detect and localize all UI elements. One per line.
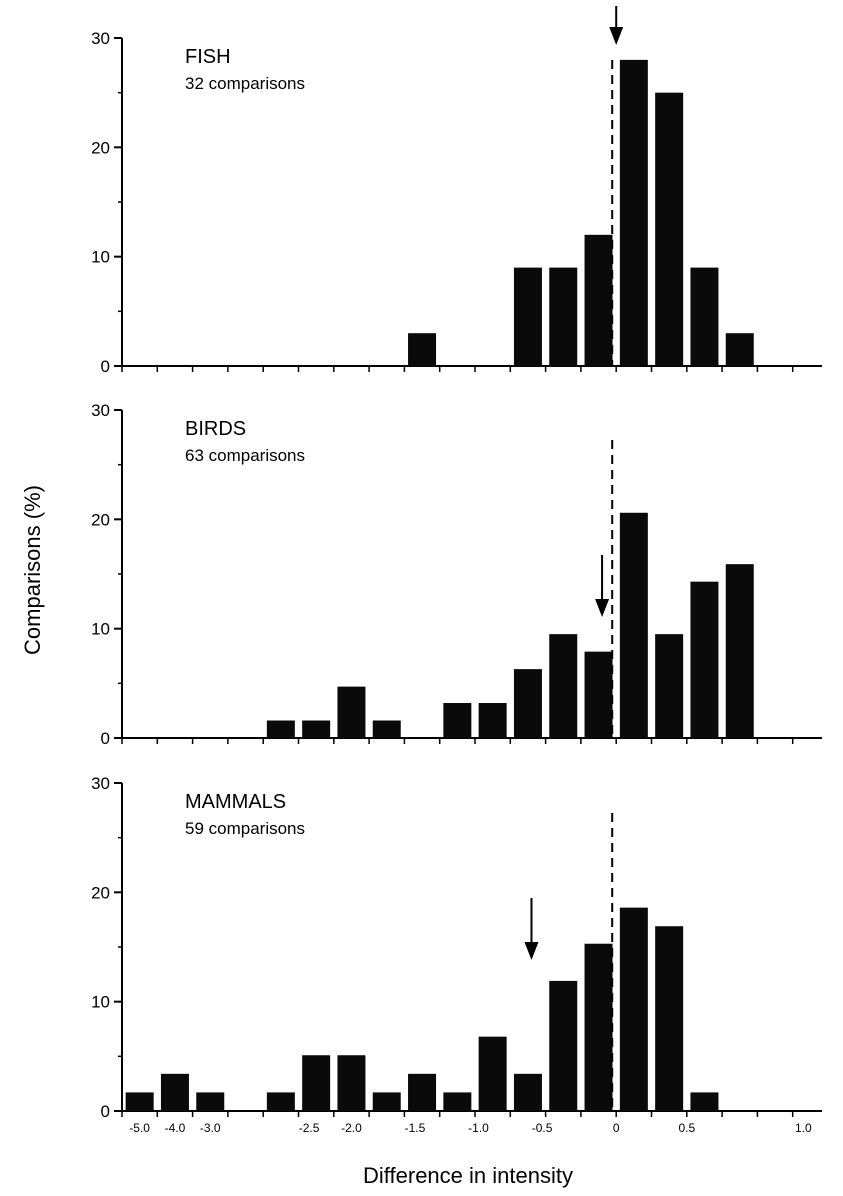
bar (584, 234, 613, 366)
bar (372, 720, 401, 738)
bar (584, 943, 613, 1111)
bar (266, 720, 295, 738)
bar (266, 1092, 295, 1111)
panels: 0 10 20 30 FISH 32 comparisons 0 10 20 30 BIRDS 63 … (91, 6, 822, 1121)
x-tick-label: -2.0 (341, 1121, 362, 1135)
bar (478, 1036, 507, 1111)
y-tick-label: 30 (91, 29, 110, 48)
bar (408, 333, 437, 366)
y-tick-label: 0 (101, 1102, 110, 1121)
bar (302, 720, 331, 738)
bar (513, 669, 542, 738)
y-tick-label: 10 (91, 620, 110, 639)
bar (443, 703, 472, 738)
y-tick-label: 30 (91, 401, 110, 420)
x-tick-label: -3.0 (200, 1121, 221, 1135)
bar (125, 1092, 154, 1111)
x-tick-label: 0 (613, 1121, 620, 1135)
x-axis-label: Difference in intensity (363, 1163, 573, 1188)
panel-title: BIRDS (185, 418, 246, 440)
x-tick-label: 1.0 (795, 1121, 812, 1135)
bar (690, 581, 719, 738)
panel-title: MAMMALS (185, 791, 286, 813)
x-tick-label: -2.5 (299, 1121, 320, 1135)
y-tick-label: 20 (91, 138, 110, 157)
panel-title: FISH (185, 46, 231, 68)
x-tick-label: -4.0 (165, 1121, 186, 1135)
bar (443, 1092, 472, 1111)
mean-arrow-icon (524, 942, 539, 960)
y-tick-label: 30 (91, 774, 110, 793)
panel-subtitle: 59 comparisons (185, 819, 305, 838)
bar (549, 267, 578, 366)
y-tick-label: 20 (91, 883, 110, 902)
mean-arrow-icon (595, 599, 610, 617)
y-tick-label: 0 (101, 357, 110, 376)
bar (337, 1055, 366, 1111)
bar (655, 926, 684, 1111)
x-tick-label: -1.0 (468, 1121, 489, 1135)
bar (196, 1092, 225, 1111)
bar (478, 703, 507, 738)
x-tick-label: 0.5 (678, 1121, 695, 1135)
bar (619, 512, 648, 738)
bar (725, 564, 754, 738)
x-tick-label: -5.0 (129, 1121, 150, 1135)
y-tick-label: 0 (101, 729, 110, 748)
y-tick-label: 20 (91, 510, 110, 529)
bar (337, 686, 366, 738)
bar (513, 1073, 542, 1111)
bar (372, 1092, 401, 1111)
bar (655, 634, 684, 738)
panel-fish: 0 10 20 30 FISH 32 comparisons (91, 6, 822, 376)
y-axis-label: Comparisons (%) (20, 485, 45, 655)
panel-birds: 0 10 20 30 BIRDS 63 comparisons (91, 401, 822, 748)
x-tick-label: -1.5 (405, 1121, 426, 1135)
bar (690, 267, 719, 366)
bar (619, 59, 648, 366)
bar (619, 907, 648, 1111)
bar (513, 267, 542, 366)
bar (302, 1055, 331, 1111)
bar (549, 634, 578, 738)
bar (690, 1092, 719, 1111)
x-tick-labels: -5.0 -4.0 -3.0 -2.5 -2.0 -1.5 -1.0 -0.5 0 0.5 1.0 (129, 1121, 812, 1135)
y-tick-label: 10 (91, 993, 110, 1012)
x-tick-label: -0.5 (532, 1121, 553, 1135)
panel-subtitle: 32 comparisons (185, 74, 305, 93)
bar (549, 980, 578, 1111)
mean-arrow-icon (609, 27, 624, 45)
bar (408, 1073, 437, 1111)
panel-mammals: 0 10 20 30 MAMMALS 59 comparisons (91, 774, 822, 1121)
bar (655, 92, 684, 367)
panel-subtitle: 63 comparisons (185, 446, 305, 465)
bar (160, 1073, 189, 1111)
bar (725, 333, 754, 366)
y-tick-label: 10 (91, 248, 110, 267)
bar (584, 651, 613, 738)
